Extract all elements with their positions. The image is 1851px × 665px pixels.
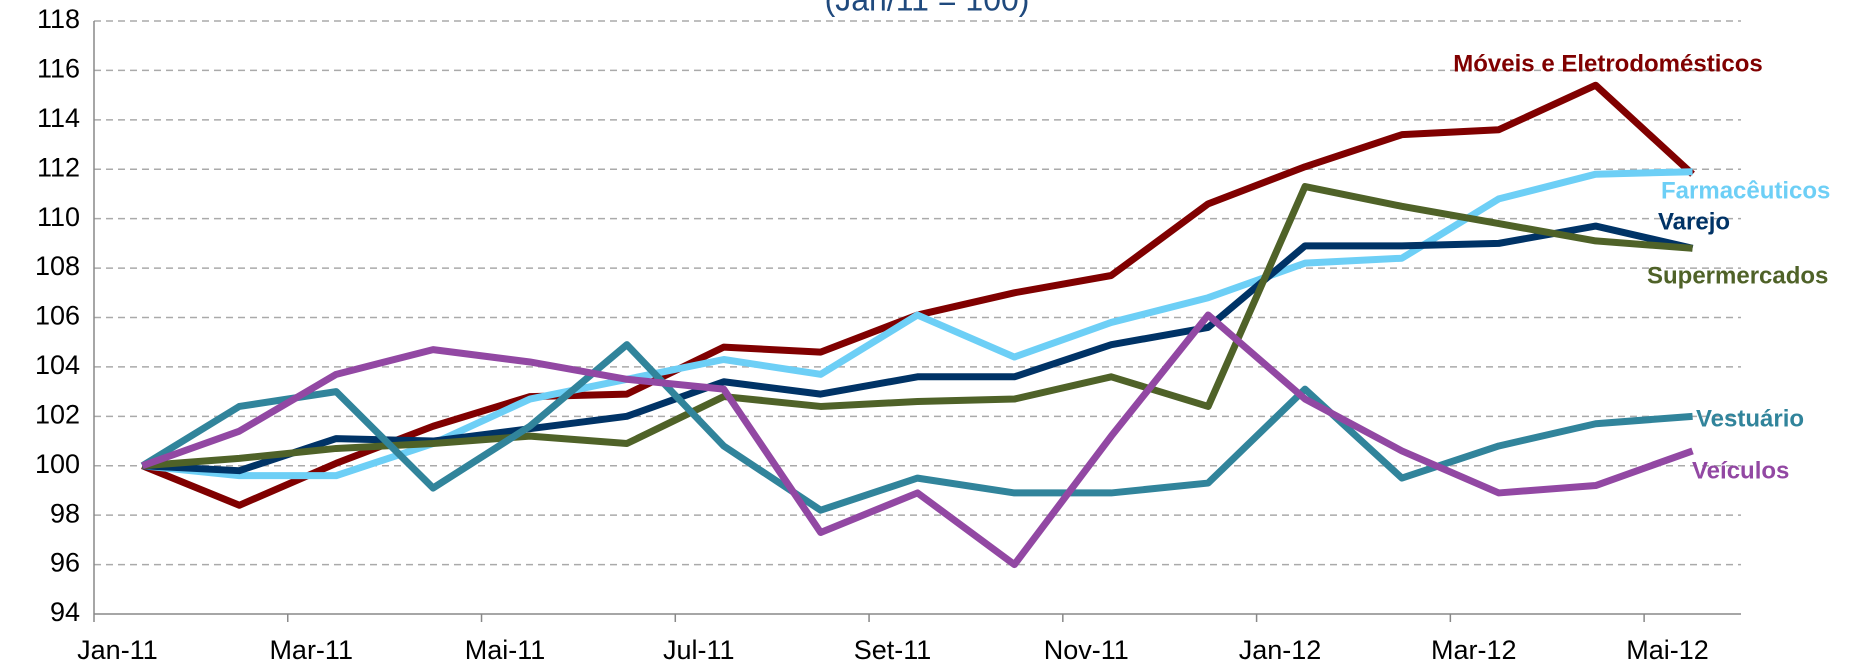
series-line [142,222,1694,475]
x-tick-label: Mar-12 [1431,635,1517,665]
y-tick-label: 112 [37,152,80,182]
x-tick-label: Nov-11 [1044,635,1129,665]
x-tick-label: Set-11 [854,635,932,665]
series-line [141,311,1694,569]
series-line [142,183,1693,470]
y-tick-label: 102 [35,399,80,429]
series-label: Varejo [1658,208,1730,235]
y-tick-label: 98 [50,498,80,528]
x-tick-label: Mai-11 [465,635,546,665]
y-tick-label: 104 [35,350,80,380]
y-tick-label: 100 [35,449,80,479]
series-label: Vestuário [1696,405,1804,432]
series-label: Farmacêuticos [1661,177,1830,204]
x-tick-label: Mai-12 [1626,635,1709,665]
y-tick-label: 116 [37,54,80,84]
x-tick-label: Mar-11 [269,635,353,665]
x-tick-label: Jan-11 [77,635,158,665]
y-tick-label: 106 [35,301,80,331]
y-tick-label: 118 [37,4,80,34]
series-line [140,341,1693,514]
chart-subtitle: (Jan/11 = 100) [825,0,1030,17]
y-tick-label: 96 [50,548,80,578]
y-tick-label: 114 [37,103,80,133]
x-tick-label: Jan-12 [1239,635,1322,665]
series-label: Supermercados [1647,262,1828,289]
y-tick-label: 110 [37,202,80,232]
x-tick-label: Jul-11 [663,635,735,665]
y-tick-label: 108 [35,251,80,281]
y-tick-label: 94 [50,597,80,627]
series-label: Veículos [1692,457,1789,484]
series-label: Móveis e Eletrodomésticos [1453,50,1762,77]
